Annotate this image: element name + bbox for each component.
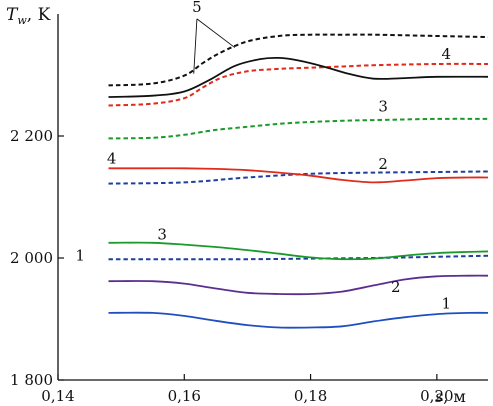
series-4-solid-line [108, 167, 488, 184]
curve-label-2: 2 [391, 278, 401, 296]
ticks: 0,14 0,16 0,18 0,20 1 800 2 000 2 200 [10, 127, 454, 405]
x-axis-unit: , м [443, 387, 466, 406]
x-axis-label: s [435, 387, 443, 406]
series-lines [108, 33, 488, 329]
series-5-dashed-line [108, 33, 488, 87]
series-4-dashed-line [108, 62, 488, 107]
arrows [193, 18, 236, 74]
curve-labels: 1 1 2 2 3 3 4 4 5 [75, 0, 451, 313]
curve-label-4: 4 [442, 45, 452, 63]
y-tick-label: 2 200 [10, 127, 53, 145]
series-1-dashed-line [108, 254, 488, 261]
label-5-pointer-line [196, 18, 236, 48]
series-2-dashed-line [108, 170, 488, 185]
x-tick-label: 0,16 [168, 387, 201, 405]
curve-label-3: 3 [157, 226, 167, 244]
x-axis-title: s, м [435, 387, 466, 406]
curve-label-3: 3 [378, 98, 388, 116]
x-tick-label: 0,20 [420, 387, 453, 405]
label-5-pointer-line [193, 18, 198, 74]
series-1-solid-line [108, 311, 488, 329]
y-axis-label-subscript: w [17, 14, 27, 27]
curve-label-1: 1 [75, 246, 85, 264]
series-5-solid-line [108, 56, 488, 98]
y-axis-label: T [6, 5, 19, 25]
series-2-solid-line [108, 274, 488, 296]
y-axis-unit: , K [27, 5, 51, 25]
x-tick-label: 0,18 [294, 387, 327, 405]
curve-label-5: 5 [192, 0, 202, 16]
y-axis-title: Tw, K [6, 5, 51, 27]
x-tick-label: 0,14 [41, 387, 74, 405]
axes [57, 14, 488, 381]
y-tick-label: 1 800 [10, 371, 53, 389]
series-3-dashed-line [108, 117, 488, 140]
curve-label-2: 2 [378, 155, 388, 173]
curve-label-4: 4 [107, 149, 117, 167]
curve-label-1: 1 [442, 295, 452, 313]
y-tick-label: 2 000 [10, 249, 53, 267]
series-3-solid-line [108, 241, 488, 261]
